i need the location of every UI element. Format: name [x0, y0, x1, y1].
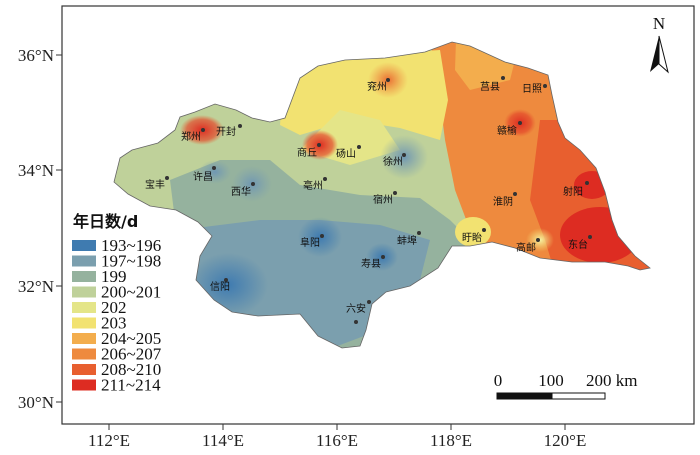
north-arrow-icon [650, 35, 669, 74]
city-dot [367, 300, 371, 304]
city-dot [317, 143, 321, 147]
legend-swatch [72, 286, 96, 298]
city-dot [482, 228, 486, 232]
city-label-xuchang: 许昌 [193, 171, 213, 183]
x-tick-3: 118°E [430, 431, 472, 450]
city-dot [320, 234, 324, 238]
legend-swatch [72, 364, 96, 375]
x-tick-0: 112°E [88, 431, 130, 450]
legend: 年日数/d 193~196197~198199200~201202203204~… [72, 212, 162, 395]
city-dot [393, 191, 397, 195]
legend-swatch [72, 379, 96, 391]
city-label-kaifeng: 开封 [216, 125, 236, 138]
legend-label: 200~201 [101, 283, 161, 302]
city-label-xinyang: 信阳 [210, 281, 230, 293]
axis-ticks [56, 54, 566, 430]
city-label-dangshan: 砀山 [336, 148, 356, 160]
x-tick-1: 114°E [202, 431, 244, 450]
city-label-sheyang: 射阳 [563, 186, 583, 198]
city-label-xuyi: 盱眙 [462, 231, 482, 244]
city-label-dongtai: 东台 [568, 238, 588, 251]
city-dot [513, 192, 517, 196]
city-label-ganyu: 赣榆 [497, 124, 517, 137]
city-label-baofeng: 宝丰 [145, 178, 165, 191]
legend-swatch [72, 240, 96, 251]
scale-segment-light [551, 392, 606, 400]
city-label-gaoyou: 高邮 [516, 241, 536, 254]
scale-label-0: 0 [494, 371, 503, 390]
legend-label: 199 [101, 267, 127, 286]
legend-label: 211~214 [101, 376, 161, 395]
city-dot [381, 255, 385, 259]
city-dot [212, 166, 216, 170]
legend-title: 年日数/d [73, 212, 138, 231]
city-label-xuzhou: 徐州 [383, 155, 403, 168]
legend-label: 208~210 [101, 360, 161, 379]
x-tick-4: 120°E [544, 431, 587, 450]
legend-swatch [72, 271, 96, 282]
legend-label: 203 [101, 314, 127, 333]
legend-swatch [72, 348, 96, 360]
city-dot [251, 182, 255, 186]
city-label-juxian: 莒县 [480, 81, 500, 93]
legend-swatch [72, 333, 96, 344]
city-dot [402, 153, 406, 157]
city-label-suzhou: 宿州 [373, 193, 393, 206]
city-label-fuyang: 阜阳 [300, 236, 320, 249]
city-dot [588, 235, 592, 239]
city-label-shangqiu: 商丘 [297, 146, 317, 159]
city-label-zhengzhou: 郑州 [181, 130, 201, 143]
city-dot [354, 320, 358, 324]
city-dot [323, 177, 327, 181]
legend-label: 202 [101, 298, 127, 317]
scale-segment-dark [496, 392, 553, 400]
city-label-bengbu: 蚌埠 [397, 234, 417, 247]
legend-swatch [72, 302, 96, 313]
city-label-shouxian: 寿县 [361, 257, 381, 270]
city-label-rizhao: 日照 [522, 83, 542, 95]
y-tick-1: 34°N [18, 161, 54, 180]
legend-label: 206~207 [101, 345, 162, 364]
city-dot [224, 278, 228, 282]
city-label-yanzhou: 兖州 [367, 80, 387, 93]
legend-label: 193~196 [101, 236, 161, 255]
scale-label-100: 100 [538, 371, 564, 390]
scale-bar: 0 100 200 km [494, 371, 637, 400]
city-dot [417, 231, 421, 235]
city-label-bozhou: 亳州 [303, 179, 323, 192]
city-dot [165, 176, 169, 180]
city-dot [536, 238, 540, 242]
legend-swatch [72, 255, 96, 267]
city-dot [501, 76, 505, 80]
y-tick-0: 36°N [18, 46, 54, 65]
legend-swatch [72, 317, 96, 329]
city-dot [238, 124, 242, 128]
y-tick-2: 32°N [18, 277, 54, 296]
scale-label-200: 200 km [586, 371, 637, 390]
city-label-huaiyin: 淮阴 [493, 196, 513, 208]
city-dot [585, 181, 589, 185]
region-outline [113, 41, 651, 349]
city-dot [518, 121, 522, 125]
north-label: N [653, 14, 665, 33]
y-tick-3: 30°N [18, 393, 54, 412]
city-dot [201, 128, 205, 132]
city-dot [386, 78, 390, 82]
x-tick-2: 116°E [316, 431, 358, 450]
city-label-luan: 六安 [346, 302, 366, 315]
legend-label: 204~205 [101, 329, 161, 348]
city-dot [543, 84, 547, 88]
city-dot [357, 145, 361, 149]
city-label-xihua: 西华 [231, 185, 251, 198]
legend-label: 197~198 [101, 252, 161, 271]
city-markers [165, 76, 592, 324]
